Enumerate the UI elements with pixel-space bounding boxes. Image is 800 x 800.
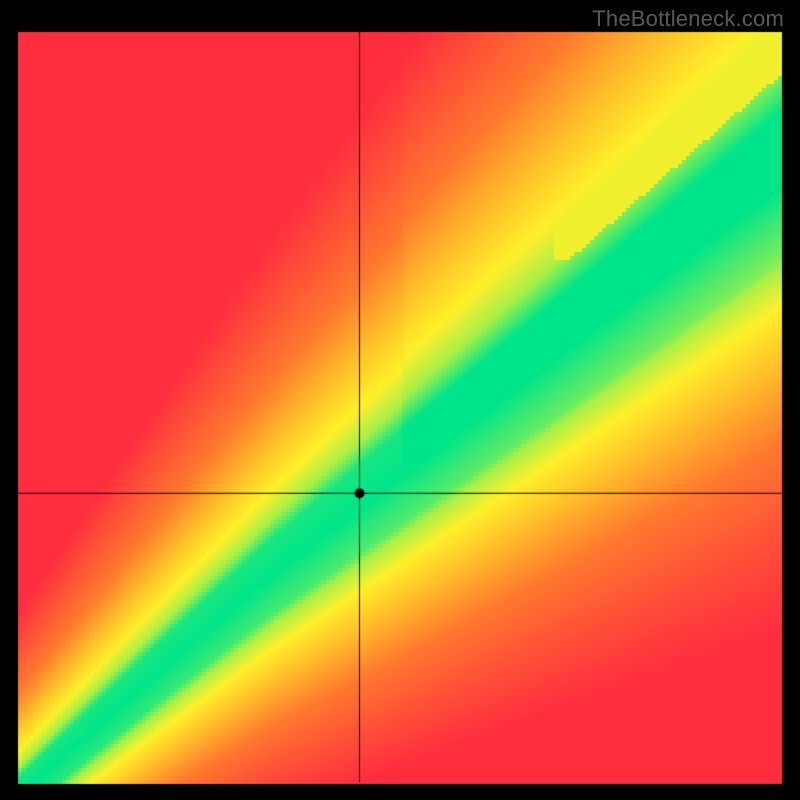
chart-container: TheBottleneck.com — [0, 0, 800, 800]
heatmap-canvas — [0, 0, 800, 800]
watermark-text: TheBottleneck.com — [592, 6, 784, 32]
